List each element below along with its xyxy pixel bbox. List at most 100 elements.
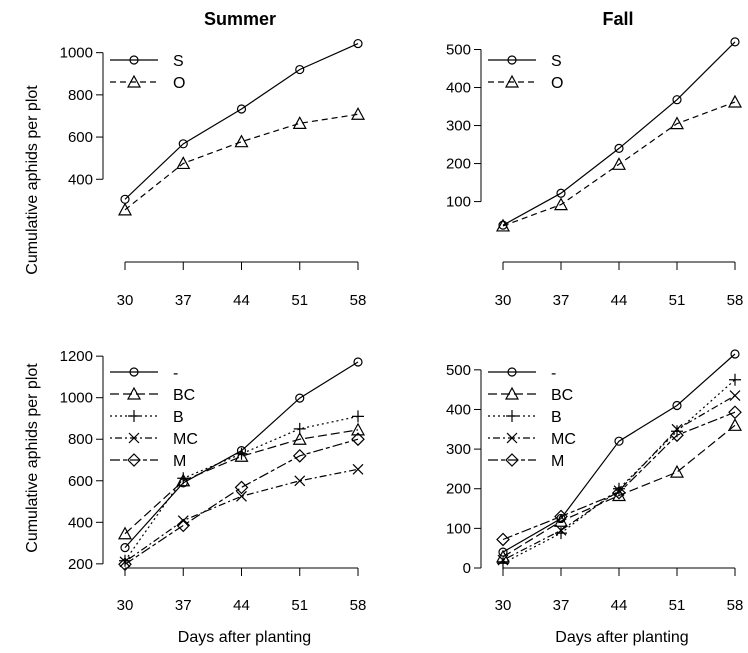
legend-label: - <box>173 365 178 382</box>
data-point <box>672 400 682 411</box>
legend-label: MC <box>551 431 576 448</box>
data-point <box>235 447 248 460</box>
data-point <box>177 515 189 527</box>
y-tick-label: 400 <box>68 171 93 188</box>
data-point <box>350 422 366 436</box>
x-tick-label: 51 <box>291 597 308 614</box>
series-MC <box>497 390 741 566</box>
x-tick-label: 30 <box>495 292 512 309</box>
y-tick-label: 300 <box>446 441 471 458</box>
data-point <box>353 357 363 367</box>
data-point <box>176 518 191 533</box>
data-point <box>176 473 191 487</box>
y-tick-label: 400 <box>446 80 471 97</box>
legend-marker <box>506 410 518 422</box>
series-line <box>124 43 359 200</box>
data-point <box>117 526 133 540</box>
x-tick-label: 37 <box>175 597 192 614</box>
data-point <box>495 218 511 232</box>
series-line <box>124 429 359 535</box>
series-B <box>497 373 741 570</box>
data-point <box>554 509 568 524</box>
data-point <box>553 513 569 527</box>
data-point <box>178 139 188 149</box>
data-point <box>672 95 682 105</box>
data-point <box>498 547 508 557</box>
legend-label: O <box>551 75 563 92</box>
y-tick-label: 800 <box>68 87 93 104</box>
y-tick-label: 0 <box>463 560 471 577</box>
data-point <box>727 418 743 431</box>
panel-title: Summer <box>204 9 276 29</box>
data-point <box>730 37 740 47</box>
data-point <box>614 436 624 446</box>
y-tick-label: 500 <box>446 42 471 59</box>
legend-marker <box>507 55 517 65</box>
data-point <box>234 449 249 462</box>
x-tick-label: 37 <box>553 292 570 309</box>
series-M <box>118 432 365 572</box>
x-tick-label: 30 <box>117 597 134 614</box>
panel-title: Fall <box>602 9 633 29</box>
data-point <box>119 554 131 567</box>
series-BC <box>117 422 366 540</box>
data-point <box>176 156 191 170</box>
data-point <box>118 557 132 572</box>
series-MC <box>119 463 364 568</box>
x-tick-label: 44 <box>233 292 250 309</box>
y-tick-label: 400 <box>446 401 471 418</box>
data-point <box>350 107 366 120</box>
data-point <box>292 116 307 129</box>
y-tick-label: 1000 <box>60 45 93 62</box>
data-point <box>555 527 567 540</box>
x-tick-label: 58 <box>727 597 744 614</box>
data-point <box>614 143 624 153</box>
legend-label: BC <box>551 387 573 404</box>
y-tick-label: 1200 <box>60 348 93 365</box>
y-tick-label: 300 <box>446 118 471 135</box>
y-tick-label: 200 <box>446 481 471 498</box>
panel-summer-top: Summer 400 600 800 1000 30 37 44 51 58 Cumulative … <box>24 9 366 309</box>
panel-fall-bottom: 0 100 200 300 400 500 30 37 44 51 58 Days after pla… <box>446 349 744 646</box>
series-line <box>124 415 359 562</box>
x-tick-label: 44 <box>233 597 250 614</box>
y-tick-label: 100 <box>446 520 471 537</box>
data-point <box>728 405 742 420</box>
series-line <box>502 411 736 541</box>
panel-fall-top: Fall 100 200 300 400 500 30 37 44 51 58 SO <box>446 9 743 309</box>
data-point <box>234 134 249 148</box>
data-point <box>612 485 626 500</box>
data-point <box>556 188 566 198</box>
data-point <box>236 104 247 114</box>
data-point <box>292 431 307 445</box>
x-tick-label: 37 <box>175 292 192 309</box>
legend-marker <box>128 410 140 422</box>
data-point <box>729 390 741 402</box>
legend-label: M <box>551 453 564 470</box>
data-point <box>294 475 306 487</box>
data-point <box>234 480 249 495</box>
series-O <box>117 107 366 216</box>
legend-label: S <box>551 53 562 70</box>
data-point <box>611 157 627 170</box>
data-point <box>119 556 131 568</box>
series-B <box>119 410 364 567</box>
legend-marker <box>505 453 519 467</box>
series-S <box>120 38 363 204</box>
legend-marker <box>128 432 140 444</box>
series-line <box>502 101 736 227</box>
data-point <box>497 554 509 566</box>
x-tick-label: 37 <box>553 597 570 614</box>
data-point <box>292 448 307 463</box>
legend-marker <box>507 367 517 377</box>
y-tick-label: 800 <box>68 431 93 448</box>
data-point <box>295 393 305 403</box>
x-axis-label: Days after planting <box>555 629 688 646</box>
legend-marker <box>127 453 141 467</box>
data-point <box>177 472 190 485</box>
legend-marker <box>129 55 139 65</box>
data-point <box>669 116 685 130</box>
data-point <box>669 464 685 478</box>
legend-marker <box>506 432 518 444</box>
